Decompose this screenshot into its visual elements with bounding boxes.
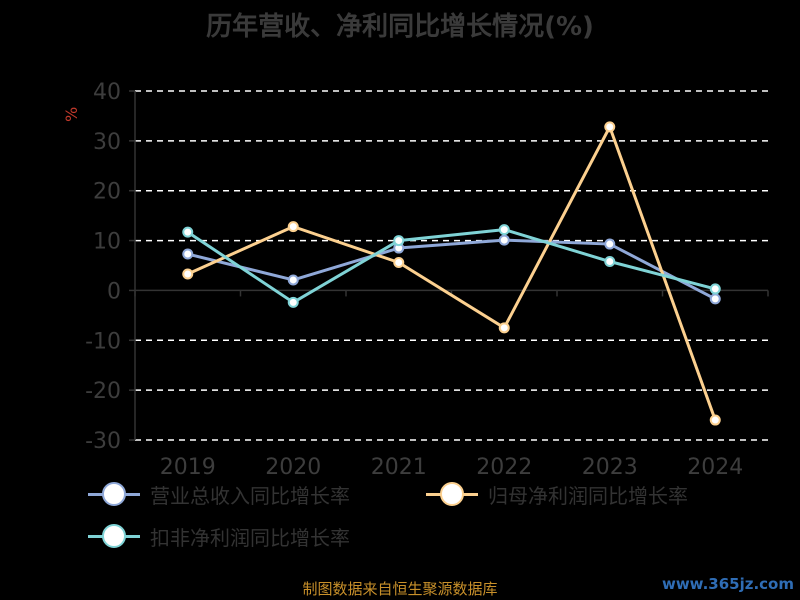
- x-tick-label: 2023: [582, 455, 638, 480]
- y-tick-label: 10: [93, 230, 121, 255]
- y-axis-label: %: [62, 106, 81, 122]
- data-point: [604, 256, 616, 268]
- series-line: [187, 125, 717, 421]
- data-point: [287, 274, 299, 286]
- axes: [129, 90, 769, 441]
- legend-label-net-profit: 归母净利润同比增长率: [488, 483, 688, 508]
- data-point: [182, 226, 194, 238]
- watermark: www.365jz.com: [661, 575, 794, 593]
- legend-swatch-net-profit: [426, 481, 478, 506]
- legend-item-net-profit[interactable]: 归母净利润同比增长率: [426, 476, 688, 512]
- x-tick-label: 2024: [687, 455, 743, 480]
- y-tick-label: 30: [93, 130, 121, 155]
- x-tick-label: 2019: [160, 455, 216, 480]
- data-point: [182, 248, 194, 260]
- y-tick-labels: 40 30 20 10 0 -10 -20 -30: [85, 80, 121, 454]
- x-tick-labels: 2019 2020 2021 2022 2023 2024: [160, 455, 744, 480]
- y-tick-label: 20: [93, 180, 121, 205]
- y-tick-label: 0: [107, 279, 121, 304]
- data-point: [604, 121, 616, 133]
- data-point: [287, 221, 299, 233]
- data-point: [498, 322, 510, 334]
- series-line: [186, 228, 716, 304]
- legend-label-revenue: 营业总收入同比增长率: [150, 483, 350, 508]
- data-point: [709, 414, 721, 426]
- source-note: 制图数据来自恒生聚源数据库: [302, 580, 498, 598]
- data-point: [393, 257, 405, 269]
- legend-swatch-deducted-profit: [88, 523, 140, 548]
- data-point: [287, 296, 299, 308]
- data-point: [709, 283, 721, 295]
- data-point: [393, 235, 405, 247]
- legend-item-deducted-profit[interactable]: 扣非净利润同比增长率: [88, 518, 350, 554]
- x-tick-label: 2020: [265, 455, 321, 480]
- data-point: [498, 224, 510, 236]
- y-tick-label: -30: [85, 429, 121, 454]
- legend-item-revenue[interactable]: 营业总收入同比增长率: [88, 476, 350, 512]
- series-lines: [182, 121, 721, 426]
- y-tick-label: 40: [93, 80, 121, 105]
- chart-title: 历年营收、净利同比增长情况(%): [206, 12, 594, 42]
- data-point: [604, 238, 616, 250]
- series-line: [187, 238, 716, 301]
- legend-label-deducted-profit: 扣非净利润同比增长率: [150, 525, 350, 550]
- data-point: [709, 293, 721, 305]
- x-tick-label: 2022: [476, 455, 532, 480]
- x-tick-label: 2021: [371, 455, 427, 480]
- data-point: [182, 268, 194, 280]
- data-point: [498, 234, 510, 246]
- y-tick-label: -20: [85, 379, 121, 404]
- legend-swatch-revenue: [88, 481, 140, 506]
- y-tick-label: -10: [85, 329, 121, 354]
